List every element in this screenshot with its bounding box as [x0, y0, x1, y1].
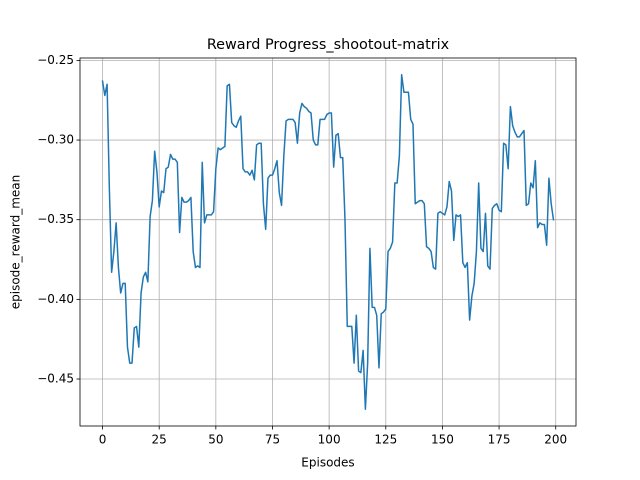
y-tick-label: −0.25: [37, 53, 74, 67]
chart-title: Reward Progress_shootout-matrix: [207, 37, 450, 53]
x-tick-label: 25: [152, 433, 167, 447]
y-tick-label: −0.40: [37, 292, 74, 306]
x-tick-label: 200: [544, 433, 567, 447]
y-tick-label: −0.45: [37, 372, 74, 386]
x-tick-label: 175: [488, 433, 511, 447]
x-tick-label: 125: [374, 433, 397, 447]
plot-frame: [79, 57, 577, 427]
x-tick-label: 75: [265, 433, 280, 447]
x-tick-label: 50: [208, 433, 223, 447]
x-tick-label: 0: [99, 433, 107, 447]
y-tick-label: −0.35: [37, 212, 74, 226]
y-axis-label: episode_reward_mean: [9, 175, 23, 310]
x-tick-label: 150: [431, 433, 454, 447]
y-tick-label: −0.30: [37, 133, 74, 147]
x-axis-label: Episodes: [301, 456, 354, 470]
data-line: [101, 73, 555, 411]
x-tick-label: 100: [318, 433, 341, 447]
